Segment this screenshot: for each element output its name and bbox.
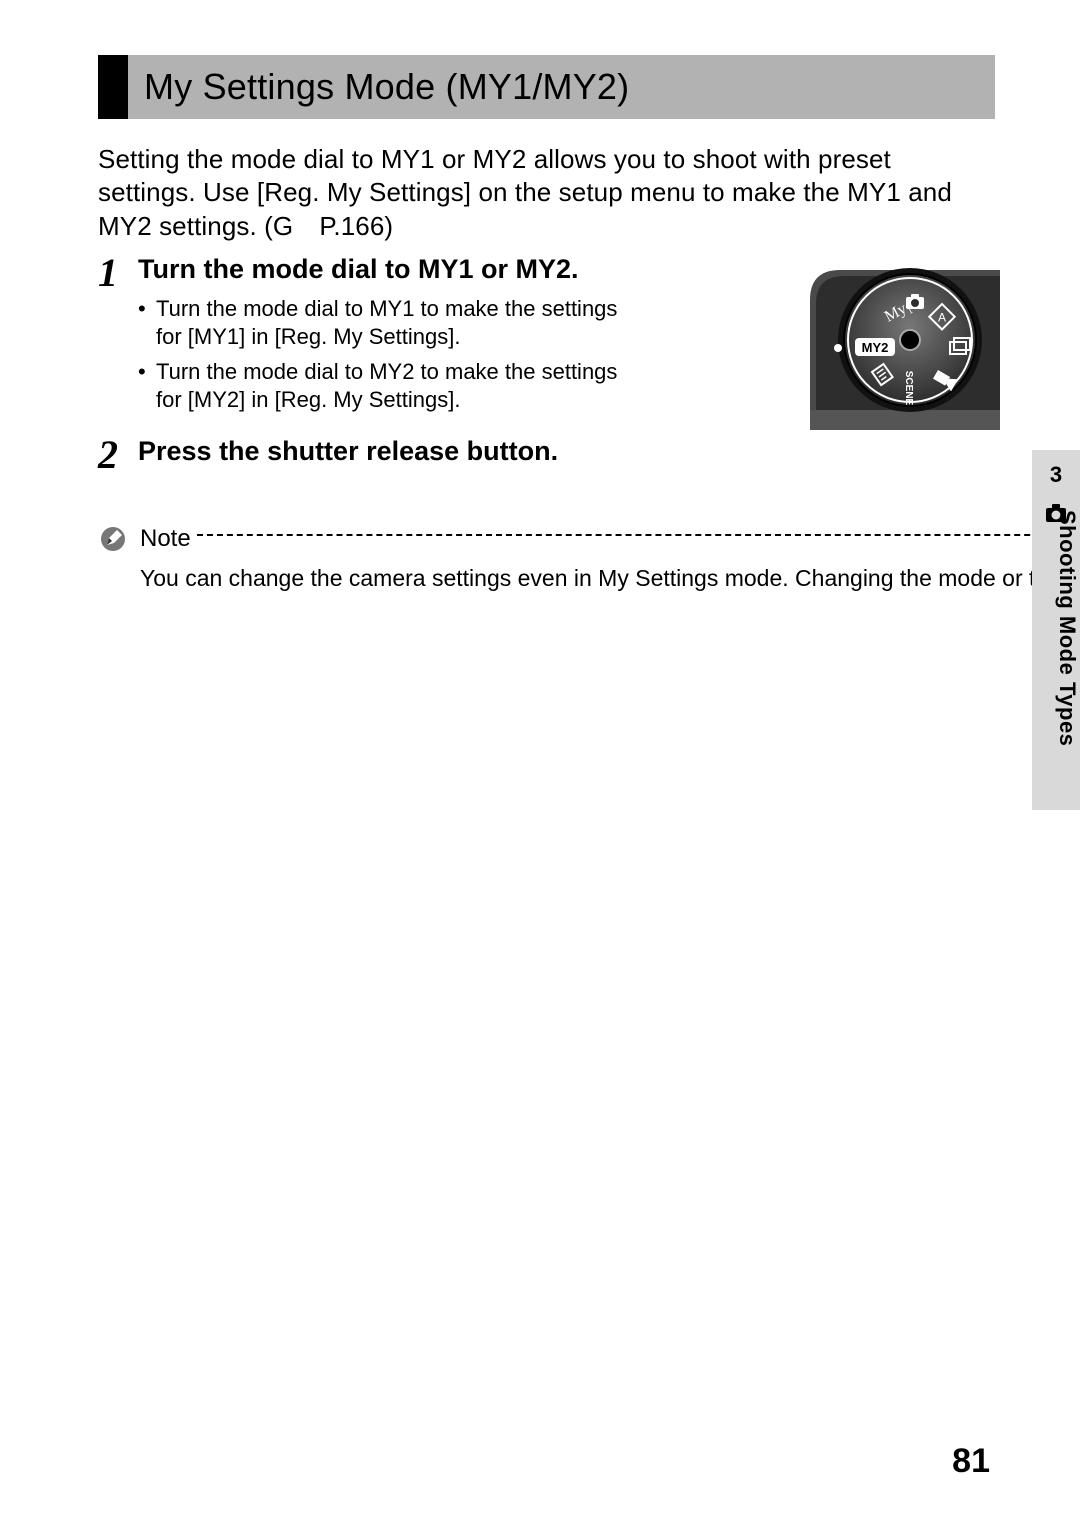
bullet-item: Turn the mode dial to MY1 to make the se…: [138, 295, 636, 352]
dial-scene-label: SCENE: [903, 371, 914, 406]
bullet-item: Turn the mode dial to MY2 to make the se…: [138, 358, 636, 415]
note-header: Note: [100, 525, 1080, 553]
chapter-title: Shooting Mode Types: [1032, 506, 1080, 810]
chapter-side-tab: 3 Shooting Mode Types: [1032, 450, 1080, 810]
mode-dial-illustration: MY2 My₁ A SCENE: [810, 260, 1000, 430]
manual-page: My Settings Mode (MY1/MY2) Setting the m…: [0, 0, 1080, 1521]
note-label: Note: [140, 525, 191, 553]
page-number: 81: [952, 1442, 990, 1481]
svg-text:A: A: [938, 311, 946, 325]
step-number: 2: [98, 435, 138, 475]
note-body: You can change the camera settings even …: [140, 563, 1080, 594]
step-title: Press the shutter release button.: [138, 435, 995, 469]
section-title-bar: My Settings Mode (MY1/MY2): [98, 55, 995, 119]
step-body: Press the shutter release button.: [138, 435, 995, 469]
note-pencil-icon: [100, 526, 126, 552]
note-dashes: [197, 534, 1080, 536]
step-number: 1: [98, 253, 138, 293]
step-2: 2 Press the shutter release button.: [98, 435, 995, 475]
intro-paragraph: Setting the mode dial to MY1 or MY2 allo…: [98, 143, 995, 243]
dial-my2-label: MY2: [862, 340, 889, 355]
title-block-marker: [98, 55, 128, 119]
chapter-number: 3: [1032, 462, 1080, 488]
section-title: My Settings Mode (MY1/MY2): [144, 66, 629, 108]
